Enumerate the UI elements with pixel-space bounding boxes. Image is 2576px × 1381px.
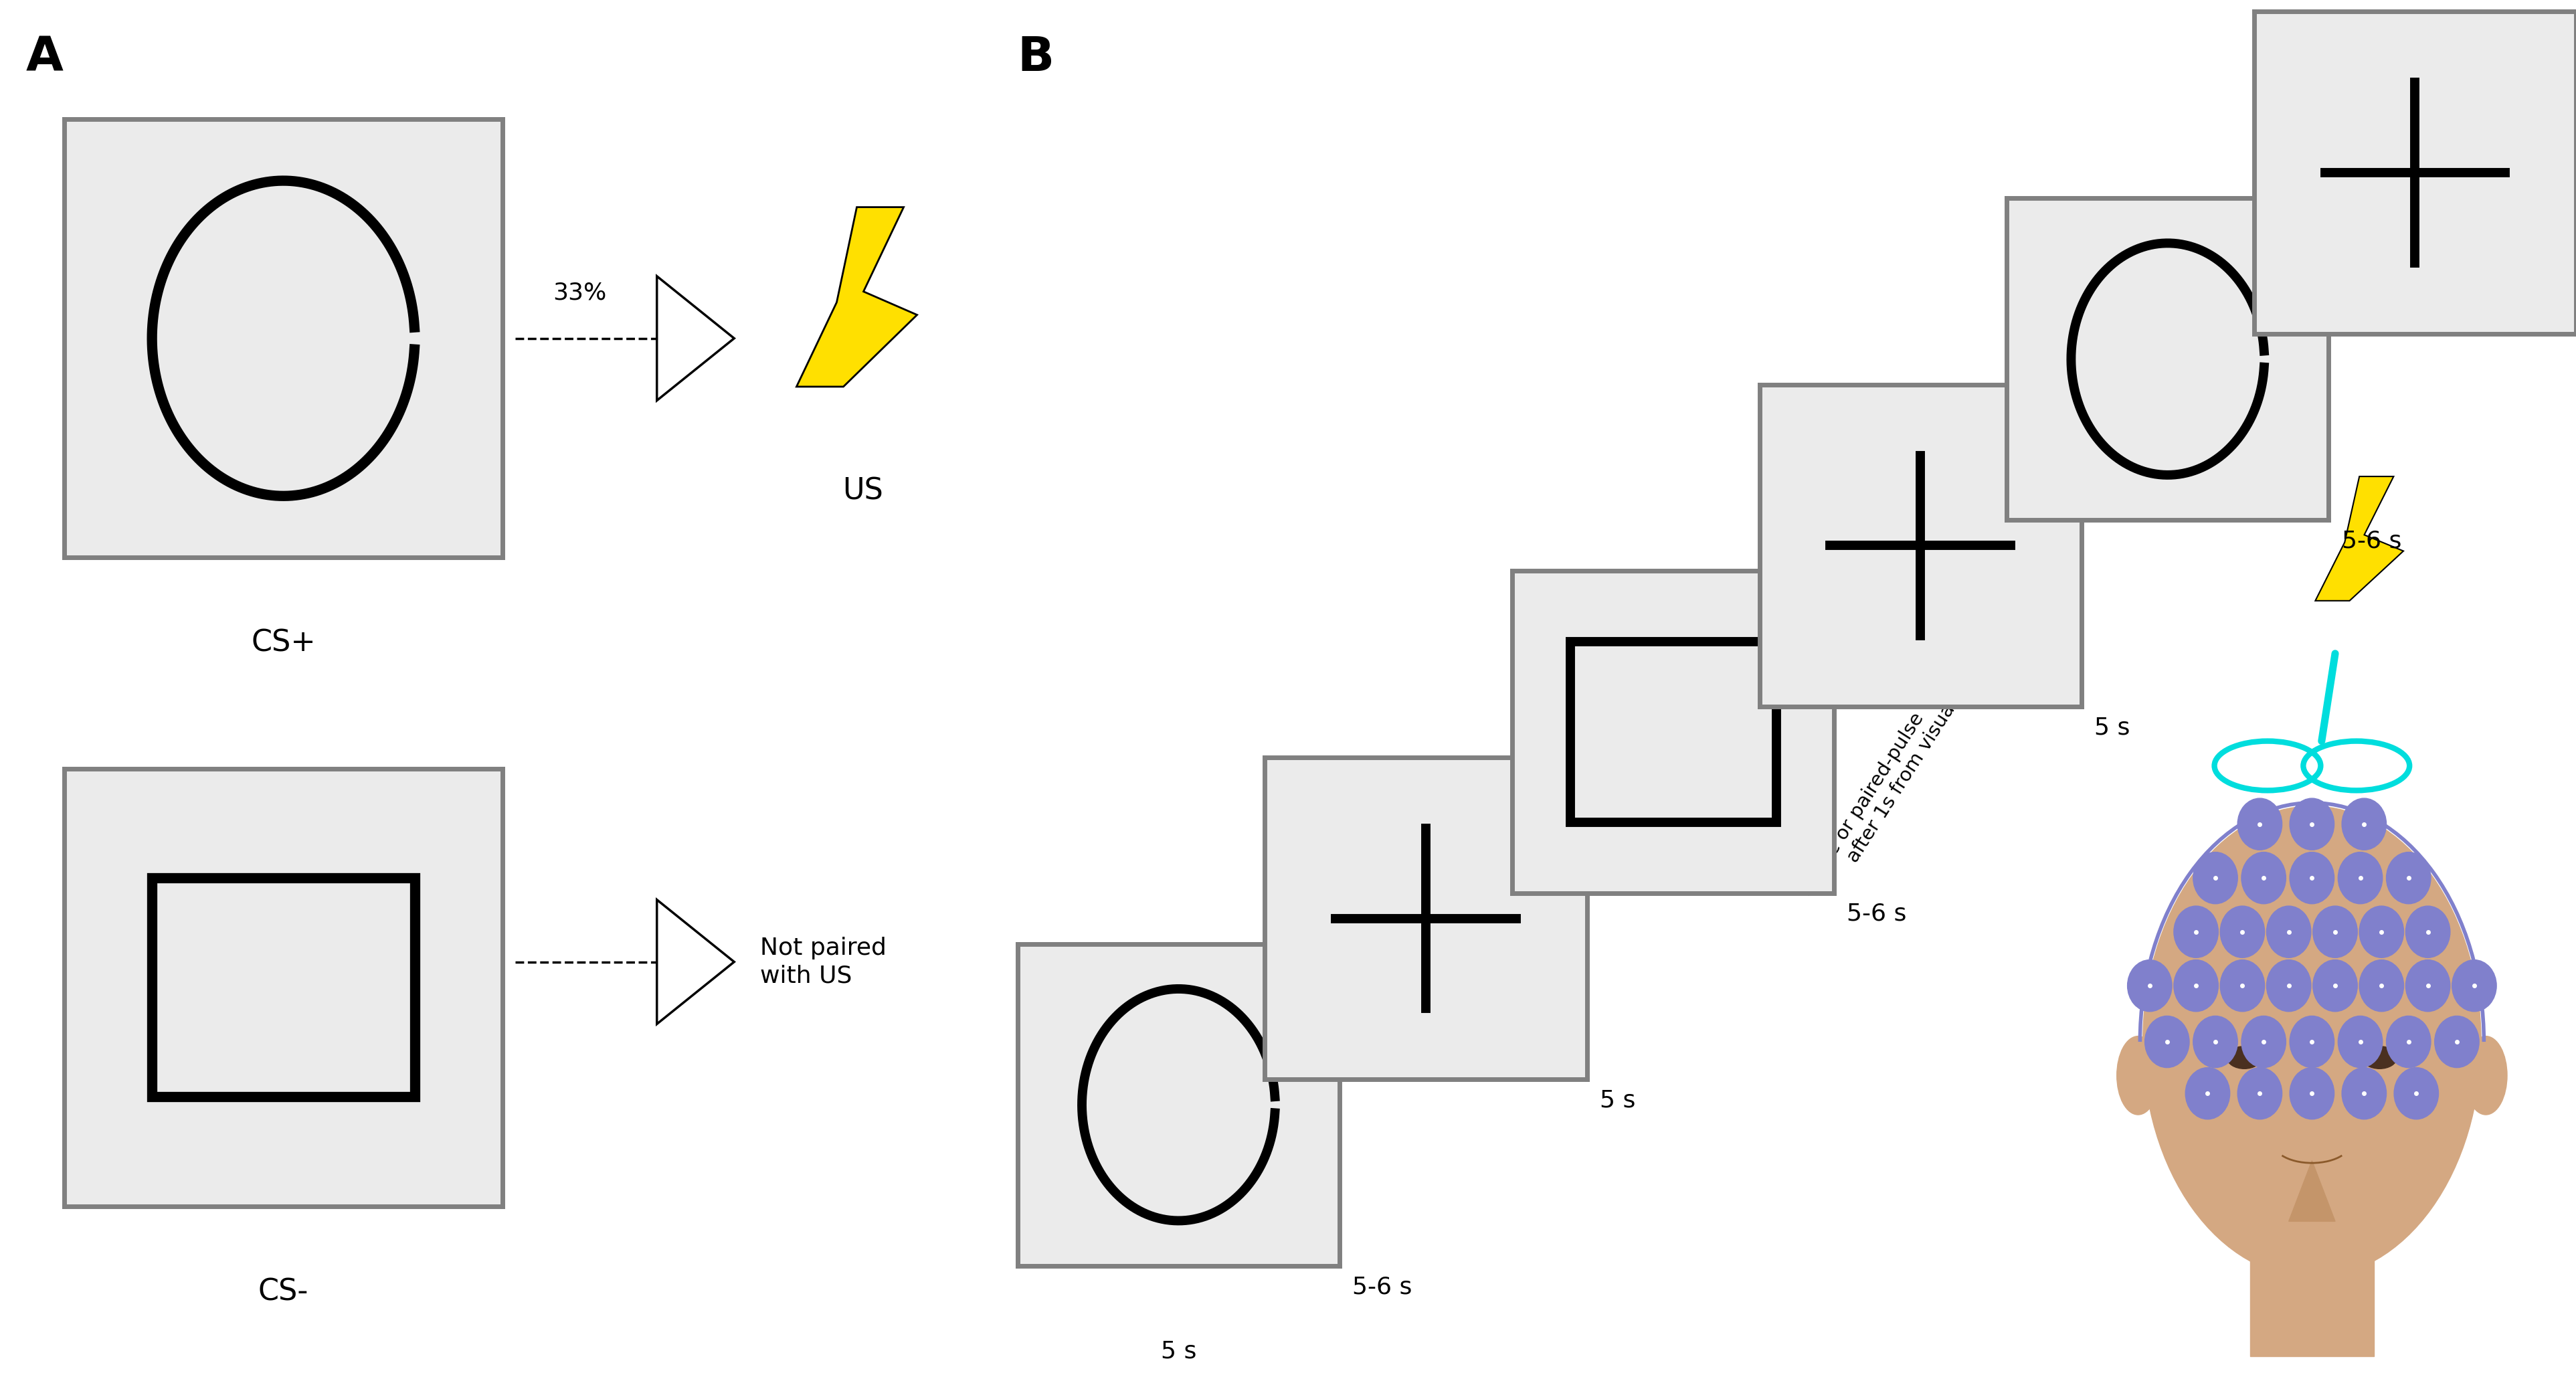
Ellipse shape [2465, 1036, 2506, 1114]
Circle shape [2452, 960, 2496, 1011]
Circle shape [2360, 960, 2403, 1011]
Circle shape [2313, 960, 2357, 1011]
Circle shape [2267, 960, 2311, 1011]
Text: B: B [1018, 35, 1054, 80]
Circle shape [2342, 798, 2385, 849]
Circle shape [2146, 1016, 2190, 1068]
Circle shape [2267, 906, 2311, 957]
Text: 5-6 s: 5-6 s [2342, 530, 2401, 552]
Circle shape [2406, 906, 2450, 957]
Circle shape [2290, 1016, 2334, 1068]
Text: 33%: 33% [554, 282, 605, 304]
Circle shape [2290, 798, 2334, 849]
Polygon shape [657, 900, 734, 1025]
Circle shape [2385, 1016, 2432, 1068]
Polygon shape [2316, 476, 2403, 601]
Bar [1569, 642, 1777, 822]
Text: 5-6 s: 5-6 s [1352, 1276, 1412, 1298]
Text: A: A [26, 35, 64, 80]
Circle shape [2241, 852, 2285, 903]
Polygon shape [2287, 1160, 2334, 1221]
Circle shape [2192, 1016, 2239, 1068]
Text: 5 s: 5 s [1162, 1340, 1195, 1362]
Polygon shape [657, 276, 734, 400]
Circle shape [2434, 1016, 2478, 1068]
Circle shape [2360, 906, 2403, 957]
Bar [2251, 1221, 2375, 1356]
Circle shape [2385, 852, 2432, 903]
Ellipse shape [2226, 1047, 2262, 1069]
Circle shape [2221, 960, 2264, 1011]
Circle shape [2241, 1016, 2285, 1068]
Circle shape [2313, 906, 2357, 957]
Text: US: US [842, 476, 884, 505]
Bar [152, 878, 415, 1097]
Polygon shape [796, 207, 917, 387]
Circle shape [2174, 906, 2218, 957]
Circle shape [2192, 852, 2239, 903]
Ellipse shape [2143, 807, 2481, 1277]
Circle shape [2239, 1068, 2282, 1119]
Circle shape [2342, 1068, 2385, 1119]
Text: 5 s: 5 s [2094, 717, 2130, 739]
Circle shape [2406, 960, 2450, 1011]
Text: 5 s: 5 s [1600, 1090, 1636, 1112]
Ellipse shape [2362, 1047, 2396, 1069]
Circle shape [2290, 1068, 2334, 1119]
Circle shape [2339, 1016, 2383, 1068]
Circle shape [2221, 906, 2264, 957]
Text: Not paired
with US: Not paired with US [760, 936, 886, 987]
Circle shape [2184, 1068, 2231, 1119]
Ellipse shape [2117, 1036, 2159, 1114]
Text: CS-: CS- [258, 1277, 309, 1306]
Text: CS+: CS+ [250, 628, 317, 657]
Circle shape [2339, 852, 2383, 903]
Circle shape [2393, 1068, 2439, 1119]
Circle shape [2290, 852, 2334, 903]
Text: Single or paired-pulse TMS (ISI: 4/12 ms)
after 1s from visual cue onset: Single or paired-pulse TMS (ISI: 4/12 ms… [1798, 554, 2045, 911]
Text: 5-6 s: 5-6 s [1847, 903, 1906, 925]
Circle shape [2128, 960, 2172, 1011]
Circle shape [2174, 960, 2218, 1011]
Circle shape [2239, 798, 2282, 849]
